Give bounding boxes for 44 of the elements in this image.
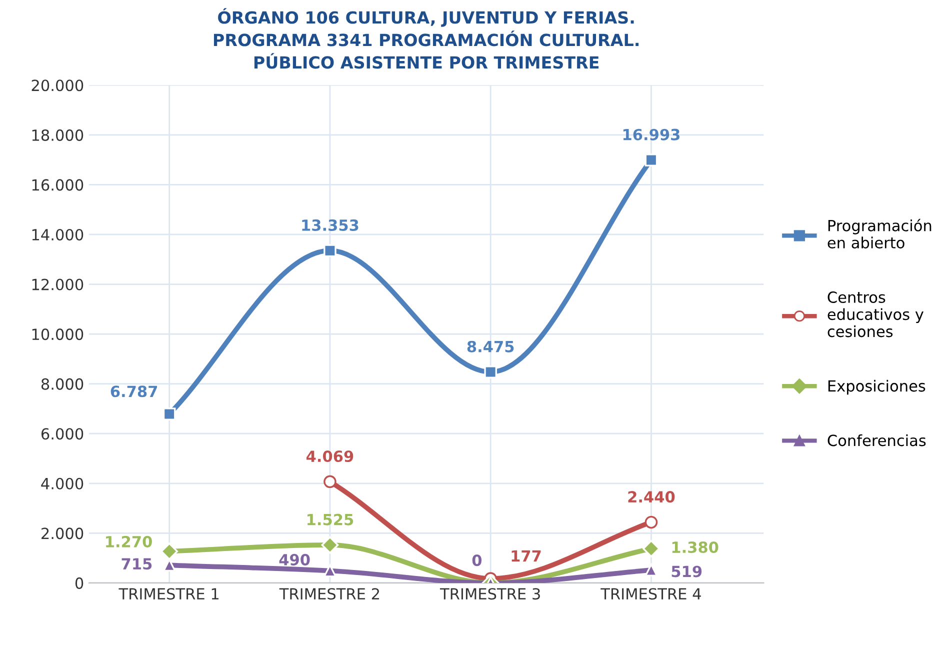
y-tick-label: 12.000	[32, 278, 84, 290]
y-tick-label: 0	[75, 577, 84, 589]
y-tick-label: 2.000	[42, 528, 84, 540]
point	[644, 154, 658, 166]
y-tick-label: 18.000	[32, 129, 84, 141]
data-label: 1.270	[106, 536, 152, 548]
data-label: 177	[512, 550, 541, 562]
data-label: 519	[672, 566, 702, 578]
data-label: 1.380	[672, 541, 718, 554]
legend-label: Centros educativos y cesiones	[828, 291, 924, 338]
point	[321, 536, 339, 554]
point	[160, 542, 178, 560]
y-tick-label: 14.000	[32, 228, 84, 241]
point	[162, 408, 176, 420]
data-label: 490	[279, 554, 310, 566]
data-label: 0	[472, 554, 482, 566]
data-label: 16.993	[623, 128, 680, 140]
data-label: 6.787	[110, 386, 158, 398]
data-label: 2.440	[628, 491, 675, 503]
legend-label: Conferencias	[828, 434, 926, 446]
point	[642, 540, 660, 558]
point	[324, 475, 336, 488]
data-label: 715	[122, 558, 152, 570]
point	[484, 366, 497, 378]
point	[324, 564, 336, 578]
legend-label: Exposiciones	[828, 380, 926, 395]
data-label: 4.069	[306, 450, 354, 462]
y-tick-label: 20.000	[32, 80, 84, 92]
legend-label: Programación en abierto	[828, 218, 932, 248]
data-label: 1.525	[308, 514, 354, 526]
y-tick-label: 16.000	[32, 179, 84, 191]
point	[324, 244, 336, 257]
y-tick-label: 8.000	[41, 378, 84, 390]
y-tick-label: 4.000	[41, 478, 84, 490]
x-tick-label: TRIMESTRE 4	[600, 588, 701, 600]
y-tick-label: 10.000	[32, 328, 84, 340]
data-label: 8.475	[467, 340, 514, 352]
x-tick-label: TRIMESTRE 1	[118, 588, 218, 600]
data-label: 13.353	[302, 219, 358, 231]
y-tick-label: 6.000	[41, 428, 84, 440]
chart-title: ÓRGANO 106 CULTURA, JUVENTUD Y FERIAS. PROGRAMA 3341 PROGRAMACIÓN CULTURAL. PÚBLICO ASISTENTE POR TRIMESTRE	[214, 8, 639, 69]
x-tick-label: TRIMESTRE 2	[279, 588, 380, 600]
x-tick-label: TRIMESTRE 3	[440, 588, 540, 600]
point	[644, 516, 658, 529]
